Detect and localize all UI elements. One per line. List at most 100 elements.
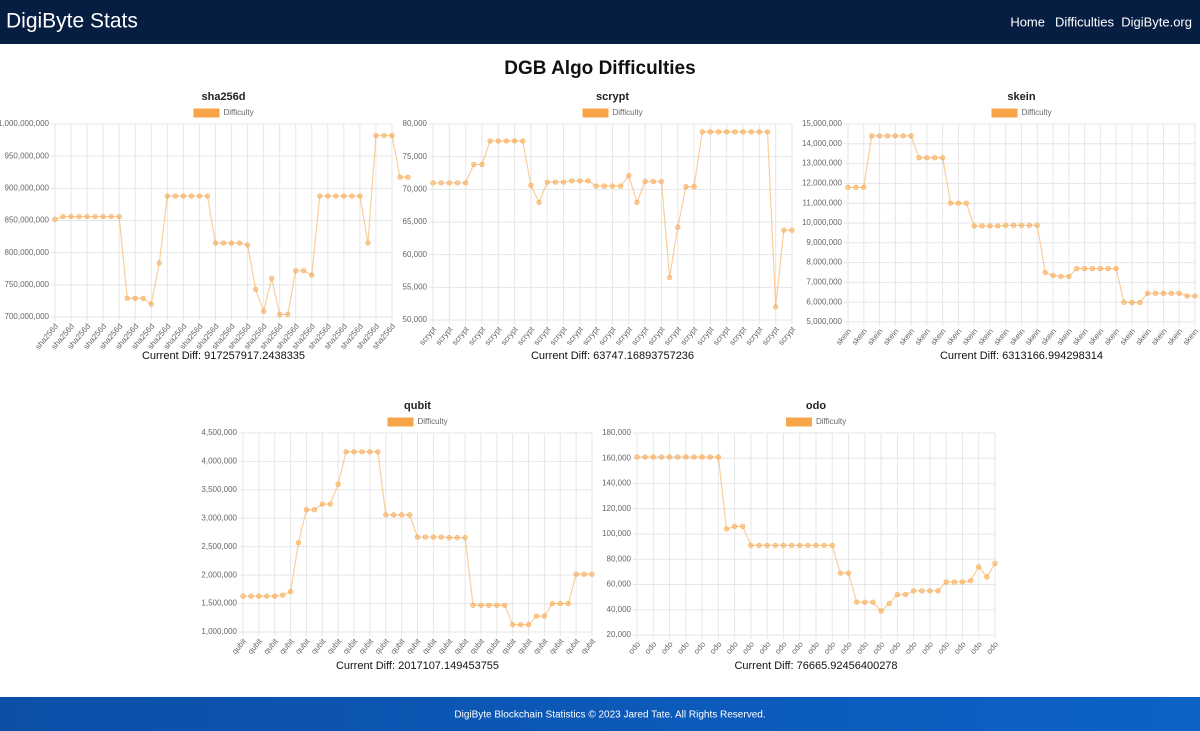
x-tick-label: qubit (532, 636, 551, 656)
legend-label: Difficulty (1022, 108, 1052, 117)
data-point (724, 129, 730, 135)
data-point (979, 223, 985, 229)
x-tick-label: skein (897, 327, 916, 347)
data-point (422, 534, 429, 540)
data-point (1105, 265, 1111, 272)
x-tick-label: odo (692, 639, 708, 655)
data-point (916, 154, 922, 161)
data-point (756, 129, 763, 135)
navbar (0, 0, 1200, 44)
data-point (438, 534, 444, 540)
data-point (309, 272, 315, 278)
data-point (116, 213, 122, 220)
data-point (502, 602, 508, 608)
x-tick-label: odo (838, 639, 854, 655)
data-point (520, 138, 526, 144)
data-point (707, 129, 714, 135)
y-tick-label: 2,500,000 (201, 542, 237, 551)
data-point (1089, 265, 1096, 272)
y-tick-label: 5,000,000 (806, 317, 842, 326)
data-point (196, 193, 203, 199)
data-point (715, 129, 722, 135)
data-point (892, 133, 899, 139)
data-point (335, 481, 341, 487)
brand[interactable]: DigiByte Stats (6, 10, 138, 33)
data-point (367, 449, 373, 455)
data-point (853, 184, 859, 191)
data-point (268, 275, 275, 282)
data-point (1018, 222, 1025, 229)
y-tick-label: 10,000,000 (802, 218, 843, 227)
y-tick-label: 750,000,000 (5, 280, 50, 289)
data-point (373, 132, 379, 139)
chart-title: qubit (404, 400, 431, 412)
data-point (1168, 290, 1175, 296)
y-tick-label: 1,500,000 (201, 599, 237, 608)
data-point (764, 542, 770, 549)
data-point (438, 180, 444, 186)
y-tick-label: 900,000,000 (5, 183, 50, 192)
data-point (536, 199, 542, 206)
data-point (478, 602, 484, 608)
x-tick-label: skein (1150, 327, 1169, 347)
x-tick-label: odo (936, 639, 952, 655)
footer (0, 697, 1200, 731)
y-tick-label: 1,000,000 (201, 627, 237, 636)
data-point (731, 523, 738, 530)
x-tick-label: qubit (579, 636, 598, 656)
x-tick-label: skein (1134, 327, 1153, 347)
data-point (1129, 299, 1135, 306)
x-tick-label: odo (952, 639, 968, 655)
chart-title: sha256d (201, 91, 245, 103)
data-point (351, 449, 357, 455)
data-point (1010, 222, 1017, 229)
x-tick-label: skein (1071, 327, 1090, 347)
data-point (805, 542, 811, 549)
data-point (577, 178, 583, 184)
x-tick-label: odo (708, 639, 724, 655)
data-point (963, 200, 969, 206)
data-point (446, 180, 453, 186)
x-tick-label: odo (773, 639, 789, 655)
chart-title: scrypt (596, 91, 629, 103)
data-point (740, 129, 746, 135)
data-point (430, 534, 437, 540)
data-point (180, 193, 187, 199)
data-point (76, 213, 82, 220)
data-point (876, 133, 883, 139)
data-point (642, 454, 648, 460)
data-point (924, 154, 930, 161)
data-point (68, 213, 74, 220)
current-diff: Current Diff: 2017107.149453755 (336, 660, 499, 672)
x-tick-label: skein (850, 327, 869, 347)
data-point (581, 571, 587, 577)
y-tick-label: 700,000,000 (5, 312, 50, 321)
x-tick-label: skein (1118, 327, 1137, 347)
data-point (699, 129, 705, 135)
x-tick-label: qubit (516, 636, 535, 656)
data-point (124, 295, 130, 302)
data-point (861, 184, 867, 191)
y-tick-label: 15,000,000 (802, 119, 843, 128)
data-point (756, 542, 762, 549)
data-point (293, 267, 299, 274)
data-point (797, 542, 803, 549)
data-point (845, 184, 851, 191)
data-point (533, 613, 540, 619)
nav-link[interactable]: Home (1010, 14, 1045, 29)
nav-link[interactable]: Difficulties (1055, 14, 1115, 29)
data-point (1184, 293, 1190, 299)
data-point (389, 132, 395, 139)
data-point (658, 454, 665, 460)
y-tick-label: 850,000,000 (5, 216, 50, 225)
legend-swatch (991, 108, 1018, 118)
x-tick-label: qubit (262, 636, 281, 656)
data-point (707, 454, 713, 460)
data-point (256, 593, 262, 599)
data-point (1003, 222, 1009, 229)
nav-link[interactable]: DigiByte.org (1121, 14, 1192, 29)
x-tick-label: odo (757, 639, 773, 655)
data-point (349, 193, 355, 199)
x-tick-label: qubit (357, 636, 376, 656)
x-tick-label: skein (913, 327, 932, 347)
